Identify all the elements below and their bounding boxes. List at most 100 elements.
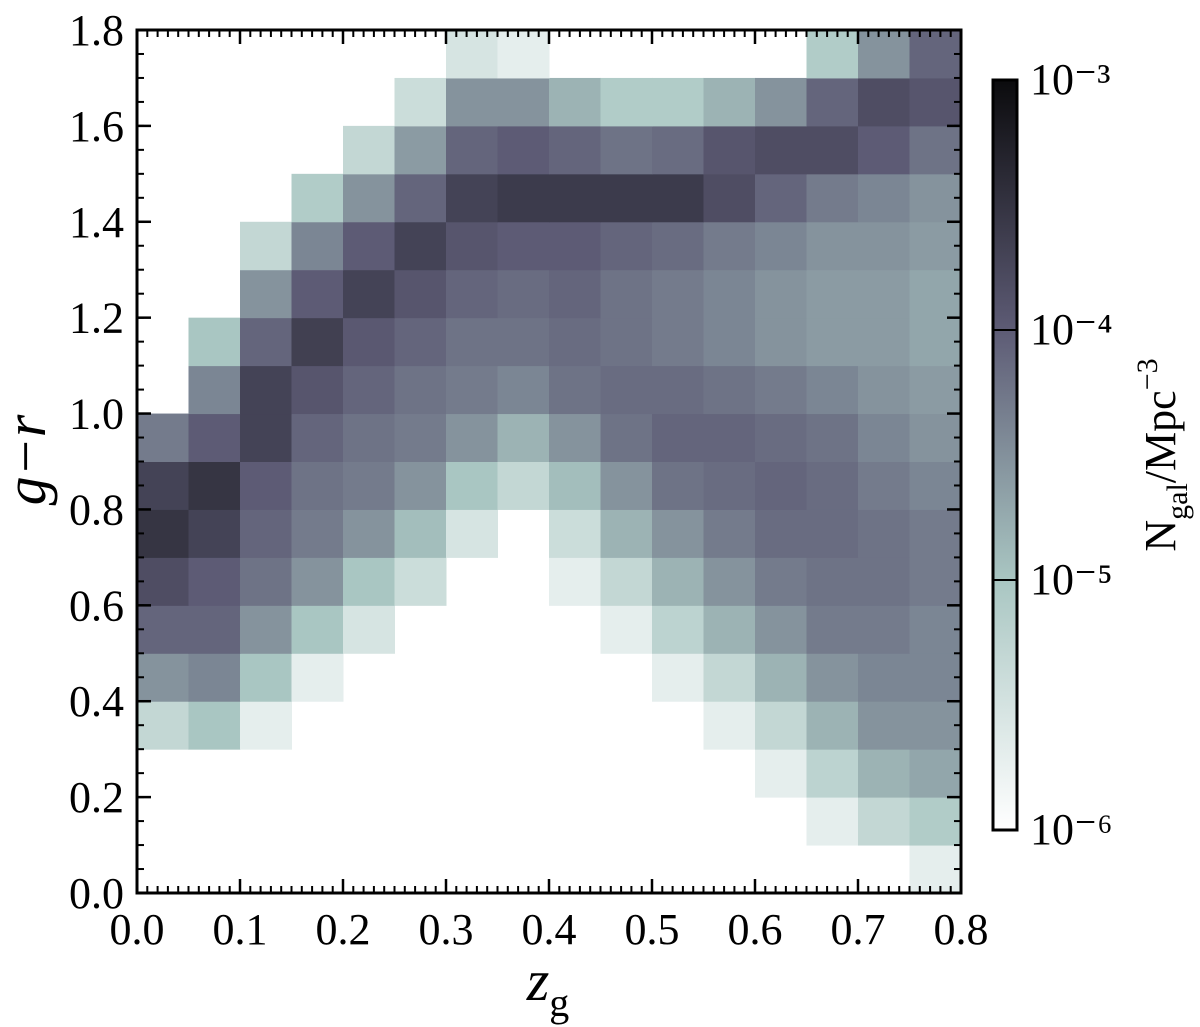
heatmap-cell (137, 557, 189, 606)
heatmap-cell (909, 701, 962, 750)
heatmap-cell (497, 77, 550, 127)
heatmap-cell (549, 269, 601, 319)
heatmap-cell (755, 557, 807, 606)
heatmap-cell (703, 77, 756, 127)
heatmap-cell (137, 413, 189, 462)
heatmap-cell (652, 317, 704, 367)
heatmap-cell (240, 365, 292, 415)
heatmap-cell (240, 221, 292, 271)
heatmap-cell (806, 221, 859, 271)
heatmap-cell (652, 365, 704, 415)
heatmap-cell (755, 461, 807, 510)
heatmap-cell (446, 509, 498, 558)
heatmap-cell (909, 77, 962, 127)
colorbar-tick-label: 10⁻⁵ (1030, 555, 1113, 604)
y-tick-label: 0.0 (69, 869, 124, 918)
heatmap-cell (703, 173, 756, 223)
x-tick-label: 0.6 (728, 905, 783, 954)
heatmap-cell (703, 125, 756, 175)
heatmap-cell (343, 557, 395, 606)
heatmap-cell (858, 173, 910, 223)
heatmap-cell (240, 605, 292, 654)
heatmap-cell (188, 413, 241, 462)
heatmap-cell (858, 77, 910, 127)
heatmap-cell (497, 461, 550, 510)
heatmap-cell (652, 509, 704, 558)
heatmap-cell (909, 317, 962, 367)
y-tick-label: 1.6 (69, 102, 124, 151)
heatmap-cell (446, 77, 498, 127)
x-tick-label: 0.8 (934, 905, 989, 954)
x-tick-label: 0.5 (625, 905, 680, 954)
x-axis-label: zg (526, 948, 570, 1025)
heatmap-cell (549, 509, 601, 558)
heatmap-cell (343, 317, 395, 367)
heatmap-cell (858, 461, 910, 510)
heatmap-cell (652, 77, 704, 127)
x-axis-label-sub: g (549, 980, 569, 1025)
heatmap-cell (806, 509, 859, 558)
heatmap-cell (909, 749, 962, 798)
heatmap-cell (909, 605, 962, 654)
heatmap-cell (188, 557, 241, 606)
colorbar-tick-label: 10⁻⁴ (1030, 305, 1113, 354)
heatmap-cell (600, 77, 653, 127)
heatmap-cell (291, 557, 344, 606)
heatmap-cell (806, 461, 859, 510)
heatmap-cell (755, 125, 807, 175)
heatmap-cell (394, 269, 447, 319)
heatmap-cell (755, 701, 807, 750)
heatmap-cell (343, 509, 395, 558)
heatmap-cell (755, 749, 807, 798)
heatmap-cell (394, 557, 447, 606)
heatmap-cell (291, 509, 344, 558)
heatmap-cell (291, 221, 344, 271)
heatmap-cell (549, 365, 601, 415)
heatmap-cell (600, 269, 653, 319)
heatmap-cell (343, 125, 395, 175)
heatmap-cell (806, 557, 859, 606)
heatmap-cell (806, 413, 859, 462)
y-tick-label: 0.4 (69, 677, 124, 726)
heatmap-cell (909, 269, 962, 319)
heatmap-cell (497, 269, 550, 319)
heatmap-cell (703, 509, 756, 558)
heatmap-cell (858, 365, 910, 415)
heatmap-cell (806, 653, 859, 702)
heatmap-cell (394, 413, 447, 462)
y-tick-label: 1.8 (69, 6, 124, 55)
heatmap-cell (652, 221, 704, 271)
heatmap-cell (497, 173, 550, 223)
heatmap-cell (755, 173, 807, 223)
x-tick-label: 0.4 (522, 905, 577, 954)
heatmap-cell (806, 605, 859, 654)
heatmap-cell (446, 30, 498, 79)
heatmap-cell (188, 509, 241, 558)
heatmap-cell (600, 509, 653, 558)
heatmap-cell (755, 509, 807, 558)
heatmap-cell (755, 317, 807, 367)
heatmap-cell (497, 413, 550, 462)
colorbar-label: Ngal/Mpc−3 (1131, 358, 1194, 551)
heatmap-cell (188, 317, 241, 367)
heatmap (137, 30, 962, 894)
heatmap-cell (446, 413, 498, 462)
heatmap-cell (240, 509, 292, 558)
heatmap-cell (652, 269, 704, 319)
heatmap-cell (188, 365, 241, 415)
x-tick-label: 0.2 (316, 905, 371, 954)
heatmap-cell (446, 125, 498, 175)
heatmap-cell (240, 701, 292, 750)
heatmap-cell (703, 413, 756, 462)
heatmap-cell (858, 557, 910, 606)
x-tick-label: 0.3 (419, 905, 474, 954)
heatmap-cell (394, 77, 447, 127)
heatmap-cell (652, 605, 704, 654)
heatmap-cell (858, 701, 910, 750)
heatmap-cell (806, 30, 859, 79)
heatmap-cell (600, 317, 653, 367)
heatmap-cell (137, 509, 189, 558)
heatmap-cell (240, 461, 292, 510)
heatmap-cell (549, 557, 601, 606)
